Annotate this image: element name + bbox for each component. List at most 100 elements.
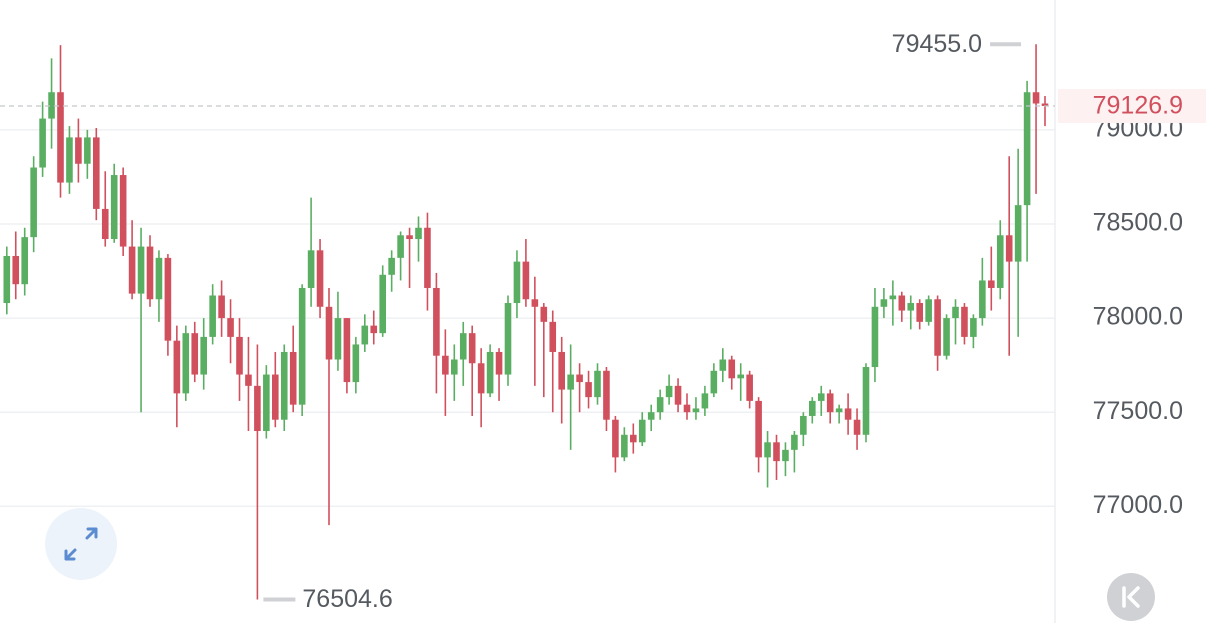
candle-body xyxy=(370,325,378,334)
candle-body xyxy=(853,419,861,435)
candle-body xyxy=(66,137,73,183)
candle-body xyxy=(862,367,870,435)
expand-button[interactable] xyxy=(45,508,117,580)
candle-body xyxy=(182,333,190,394)
candle-body xyxy=(173,340,181,394)
candle-body xyxy=(594,370,601,398)
candle-body xyxy=(361,325,369,345)
candle-body xyxy=(880,299,888,307)
candle-body xyxy=(352,344,360,383)
candle-body xyxy=(75,137,82,164)
candle-body xyxy=(988,280,995,288)
candle-body xyxy=(603,370,610,420)
candle-body xyxy=(809,400,816,416)
candle-body xyxy=(737,374,744,379)
candle-body xyxy=(710,370,718,394)
candle-body xyxy=(200,336,207,375)
candle-body xyxy=(343,318,351,383)
candle-body xyxy=(21,237,28,285)
candle-body xyxy=(307,250,315,288)
candles xyxy=(3,44,1049,600)
candle-body xyxy=(388,257,395,275)
candle-body xyxy=(638,419,646,443)
min-label: 76504.6 xyxy=(302,585,392,613)
candle-body xyxy=(12,255,20,285)
candle-body xyxy=(889,295,897,300)
last-price-label: 79126.9 xyxy=(1093,92,1183,120)
candle-body xyxy=(800,415,807,435)
scroll-to-latest-button[interactable] xyxy=(1107,573,1155,621)
candle-body xyxy=(128,246,136,294)
candle-body xyxy=(137,246,145,294)
candle-body xyxy=(567,374,574,390)
candle-body xyxy=(952,306,959,319)
candle-body xyxy=(397,235,404,258)
candle-body xyxy=(1014,205,1022,262)
candle-body xyxy=(1032,92,1040,104)
candle-body xyxy=(701,393,709,409)
candle-body xyxy=(943,318,950,356)
candle-body xyxy=(826,393,834,413)
candle-body xyxy=(540,306,548,322)
max-label: 79455.0 xyxy=(892,30,982,58)
candle-body xyxy=(289,351,297,405)
candle-body xyxy=(576,374,583,383)
candle-body xyxy=(316,250,324,307)
candle-body xyxy=(925,299,932,322)
candle-body xyxy=(996,235,1004,288)
candle-body xyxy=(424,227,431,288)
candle-body xyxy=(898,295,906,311)
expand-icon[interactable] xyxy=(64,527,98,561)
candle-body xyxy=(630,434,637,443)
candle-body xyxy=(647,412,655,420)
candle-body xyxy=(612,419,619,458)
candle-body xyxy=(755,400,762,458)
candle-body xyxy=(1023,92,1031,206)
candle-body xyxy=(665,385,673,398)
expand-button-bg[interactable] xyxy=(45,508,117,580)
candle-body xyxy=(764,442,771,458)
candle-body xyxy=(692,408,700,413)
candle-body xyxy=(656,397,664,413)
candle-body xyxy=(513,261,521,304)
candle-body xyxy=(961,306,968,337)
candle-body xyxy=(379,274,386,334)
candle-body xyxy=(504,303,512,375)
candle-body xyxy=(298,287,306,405)
candle-body xyxy=(48,92,55,119)
candle-body xyxy=(459,333,467,360)
candle-body xyxy=(415,227,422,240)
candle-body xyxy=(916,303,923,322)
y-tick-label: 78000.0 xyxy=(1093,303,1183,331)
candle-body xyxy=(495,351,503,375)
candle-body xyxy=(844,408,852,420)
candle-body xyxy=(585,382,592,398)
candle-body xyxy=(84,137,91,164)
candle-body xyxy=(934,299,941,356)
candle-body xyxy=(621,434,628,458)
candle-body xyxy=(433,287,440,356)
candle-body xyxy=(970,318,977,337)
candle-body xyxy=(406,235,413,240)
candle-body xyxy=(791,434,798,450)
candle-body xyxy=(683,404,691,413)
candle-body xyxy=(57,92,64,183)
candle-body xyxy=(325,306,333,360)
candle-body xyxy=(254,385,261,432)
candle-body xyxy=(468,333,476,364)
candle-body xyxy=(558,351,565,390)
candle-body xyxy=(263,374,270,432)
candle-body xyxy=(280,351,288,420)
candle-body xyxy=(209,295,216,337)
candle-body xyxy=(817,393,825,401)
candle-body xyxy=(522,261,530,300)
candle-body xyxy=(746,374,753,401)
candle-body xyxy=(245,374,252,386)
candle-body xyxy=(119,175,127,247)
scroll-icon[interactable] xyxy=(1122,586,1140,608)
candle-body xyxy=(477,363,485,394)
candle-body xyxy=(979,280,986,319)
last-price-bg xyxy=(1058,88,1206,123)
candle-body xyxy=(334,318,342,360)
